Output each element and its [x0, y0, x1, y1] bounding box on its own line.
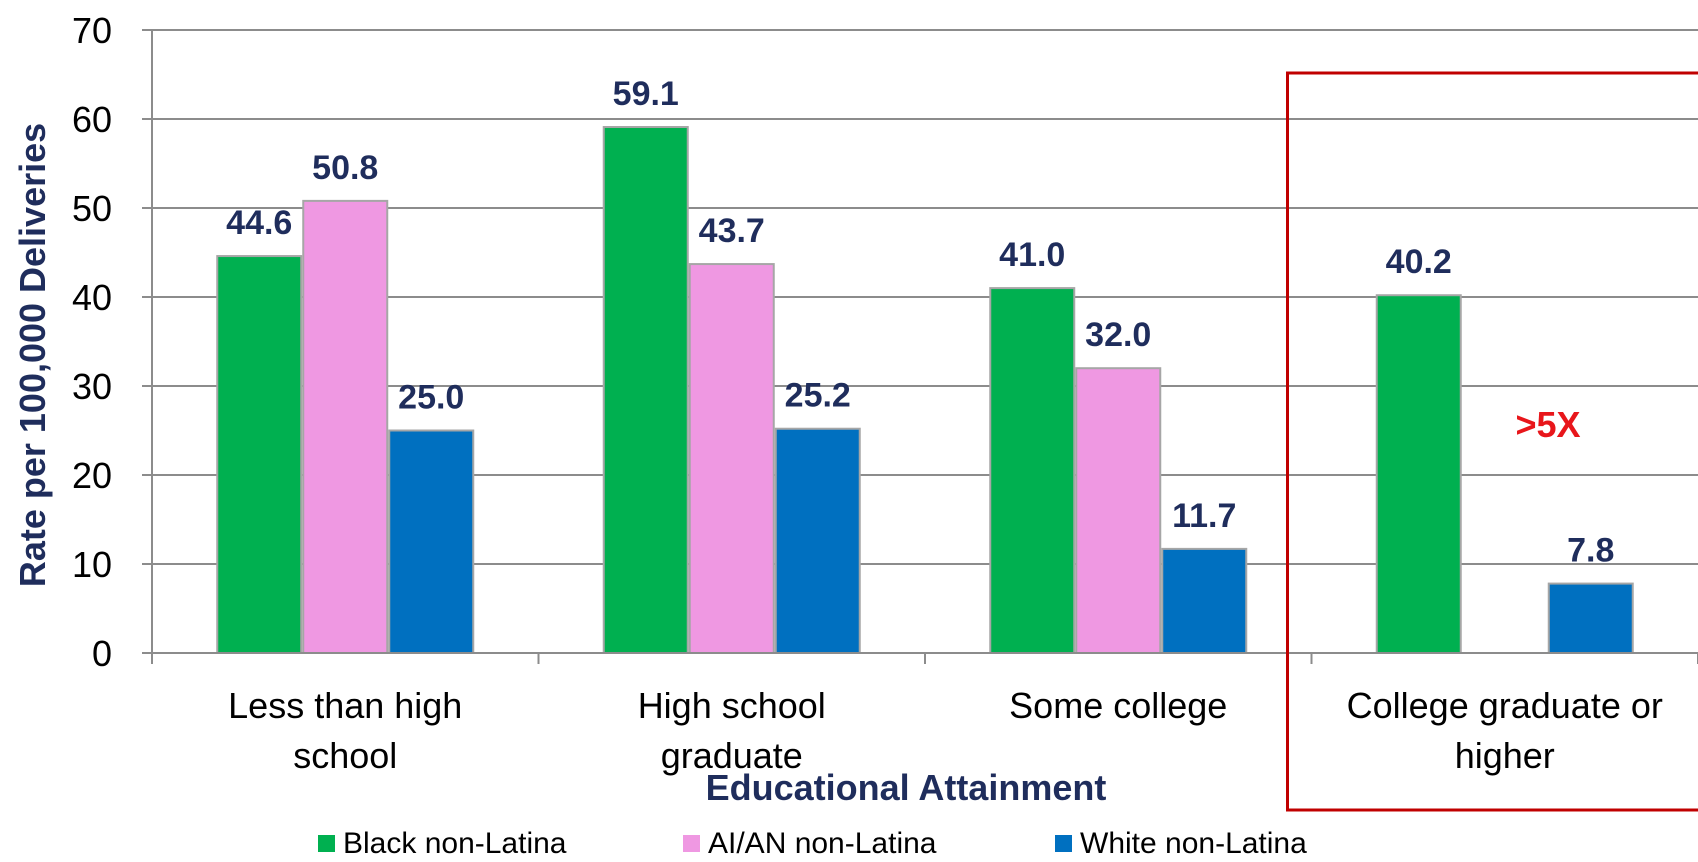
legend-label: AI/AN non-Latina	[708, 827, 937, 860]
legend: Black non-Latina AI/AN non-Latina White no…	[318, 827, 1307, 860]
legend-swatch	[1055, 835, 1072, 852]
bar	[1075, 367, 1162, 654]
y-tick-label: 40	[72, 277, 112, 318]
bar	[989, 287, 1076, 654]
y-tick-label: 50	[72, 188, 112, 229]
bar	[1547, 582, 1634, 655]
data-label: 25.2	[785, 377, 851, 415]
x-axis-title: Educational Attainment	[706, 767, 1107, 808]
x-category-label: High school	[638, 685, 826, 726]
data-label: 41.0	[999, 236, 1065, 274]
data-label: 50.8	[312, 149, 378, 187]
bars	[216, 126, 1634, 655]
data-label: 43.7	[699, 212, 765, 250]
data-label: 32.0	[1085, 316, 1151, 354]
data-label: 40.2	[1386, 243, 1452, 281]
bar	[602, 126, 689, 654]
y-tick-label: 70	[72, 10, 112, 51]
y-tick-label: 30	[72, 366, 112, 407]
y-tick-label: 10	[72, 544, 112, 585]
data-label: 59.1	[613, 75, 679, 113]
legend-swatch	[683, 835, 700, 852]
bar	[388, 429, 475, 654]
y-tick-label: 0	[92, 633, 112, 674]
bar	[774, 427, 861, 654]
data-labels: 44.6 50.8 25.0 59.1 43.7 25.2 41.0 32.0 11.7 40.2…	[226, 75, 1614, 570]
annotation-group: >5X	[1286, 71, 1698, 812]
data-label: 44.6	[226, 204, 292, 242]
legend-label: Black non-Latina	[343, 827, 567, 860]
highlight-box	[1286, 71, 1698, 812]
bar	[688, 263, 775, 654]
y-tick-label: 60	[72, 99, 112, 140]
bar	[1375, 294, 1462, 654]
annotation-label: >5X	[1515, 404, 1580, 445]
axes	[142, 29, 1698, 664]
x-category-labels: Less than high school High school graduate S…	[228, 685, 1663, 776]
x-category-label: College graduate or	[1347, 685, 1663, 726]
x-category-label: school	[293, 735, 397, 776]
legend-label: White non-Latina	[1080, 827, 1307, 860]
x-category-label: higher	[1455, 735, 1555, 776]
data-label: 25.0	[398, 379, 464, 417]
bar	[216, 255, 303, 654]
bar	[1161, 547, 1248, 654]
y-axis-title: Rate per 100,000 Deliveries	[12, 123, 53, 587]
x-category-label: Some college	[1009, 685, 1227, 726]
x-category-label: graduate	[661, 735, 803, 776]
bar	[302, 199, 389, 654]
data-label: 7.8	[1567, 532, 1614, 570]
x-category-label: Less than high	[228, 685, 462, 726]
y-tick-labels: 0 10 20 30 40 50 60 70	[72, 10, 112, 674]
legend-swatch	[318, 835, 335, 852]
data-label: 11.7	[1172, 497, 1236, 535]
y-tick-label: 20	[72, 455, 112, 496]
